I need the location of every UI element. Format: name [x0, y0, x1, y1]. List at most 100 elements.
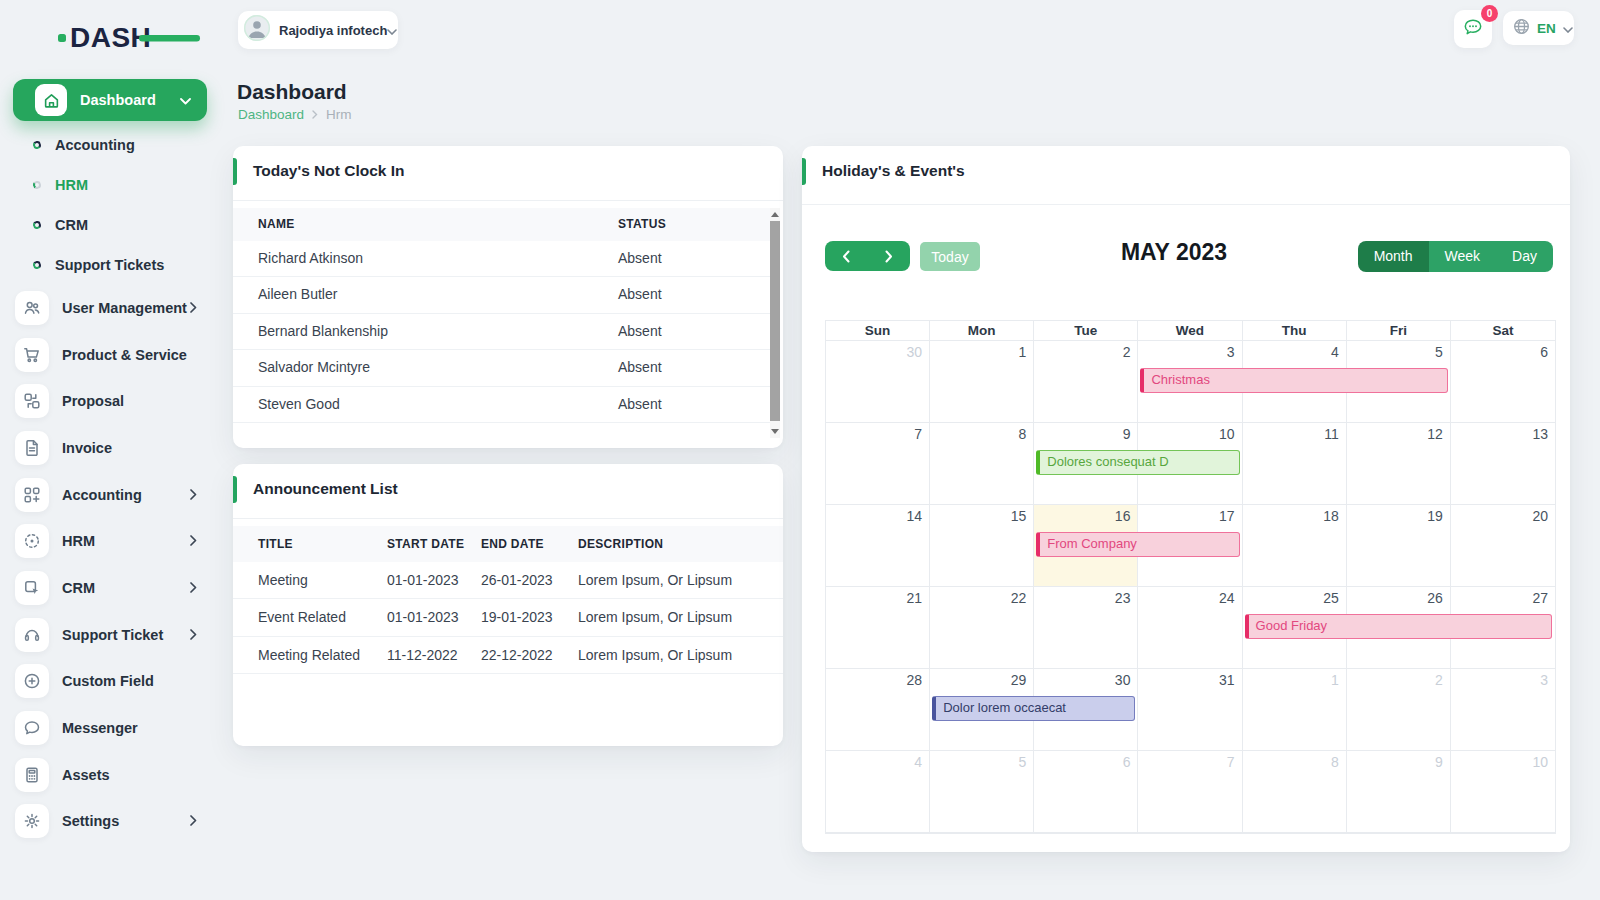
day-cell-adj-1[interactable]: 1 [1243, 669, 1347, 751]
category-icon [15, 478, 49, 512]
day-cell-may-18[interactable]: 18 [1243, 505, 1347, 587]
sidebar-item-accounting[interactable]: Accounting [13, 125, 207, 165]
day-cell-may-22[interactable]: 22 [930, 587, 1034, 669]
clockin-table-body: Richard AtkinsonAbsentAileen ButlerAbsen… [233, 241, 772, 423]
day-cell-adj-7[interactable]: 7 [1138, 751, 1242, 833]
day-cell-may-15[interactable]: 15 [930, 505, 1034, 587]
day-cell-may-19[interactable]: 19 [1347, 505, 1451, 587]
breadcrumb: Dashboard Hrm [238, 107, 352, 122]
chevron-right-icon [190, 299, 197, 317]
sidebar-item-settings[interactable]: Settings [13, 801, 207, 841]
day-cell-may-12[interactable]: 12 [1347, 423, 1451, 505]
sidebar-item-invoice[interactable]: Invoice [13, 428, 207, 468]
sidebar-item-hrm[interactable]: HRM [13, 165, 207, 205]
clockin-row: Steven GoodAbsent [233, 387, 772, 423]
weekday-wed: Wed [1138, 321, 1242, 341]
day-cell-adj-2[interactable]: 2 [1347, 669, 1451, 751]
column-header-status: STATUS [618, 208, 666, 241]
day-cell-may-11[interactable]: 11 [1243, 423, 1347, 505]
sidebar-item-proposal[interactable]: Proposal [13, 381, 207, 421]
end-date: 26-01-2023 [481, 562, 553, 598]
sidebar-item-user-management[interactable]: User Management [13, 288, 207, 328]
day-cell-may-8[interactable]: 8 [930, 423, 1034, 505]
sidebar-item-support-tickets[interactable]: Support Tickets [13, 245, 207, 285]
calendar-event[interactable]: Dolores consequat D [1036, 450, 1239, 475]
clockin-row: Bernard BlankenshipAbsent [233, 314, 772, 350]
table-header: NAME STATUS [233, 208, 772, 241]
day-cell-may-13[interactable]: 13 [1451, 423, 1555, 505]
messages-button[interactable]: 0 [1454, 10, 1492, 48]
scroll-up-icon[interactable] [771, 212, 779, 217]
day-cell-may-1[interactable]: 1 [930, 341, 1034, 423]
chevron-down-icon [180, 91, 191, 109]
chevron-right-icon [190, 486, 197, 504]
calendar-event[interactable]: Christmas [1140, 368, 1447, 393]
calendar-event[interactable]: From Company [1036, 532, 1239, 557]
column-header-end-date: END DATE [481, 526, 544, 562]
calendar-event[interactable]: Good Friday [1245, 614, 1552, 639]
sidebar-item-crm[interactable]: CRM [13, 205, 207, 245]
breadcrumb-separator-icon [312, 110, 318, 119]
language-selector[interactable]: EN [1503, 11, 1574, 45]
card-accent [802, 158, 806, 185]
scrollbar-thumb[interactable] [770, 221, 780, 421]
headset-icon [15, 618, 49, 652]
company-name: Rajodiya infotech [279, 23, 387, 38]
scrollbar[interactable] [770, 208, 780, 438]
status-value: Absent [618, 241, 662, 276]
day-cell-may-2[interactable]: 2 [1034, 341, 1138, 423]
day-cell-may-23[interactable]: 23 [1034, 587, 1138, 669]
day-cell-adj-3[interactable]: 3 [1451, 669, 1555, 751]
day-cell-adj-4[interactable]: 4 [826, 751, 930, 833]
prev-month-button[interactable] [825, 241, 868, 271]
weekday-tue: Tue [1034, 321, 1138, 341]
day-cell-may-28[interactable]: 28 [826, 669, 930, 751]
view-day-button[interactable]: Day [1496, 241, 1553, 272]
today-button[interactable]: Today [920, 242, 980, 271]
sidebar-item-accounting[interactable]: Accounting [13, 475, 207, 515]
day-cell-may-14[interactable]: 14 [826, 505, 930, 587]
day-cell-adj-8[interactable]: 8 [1243, 751, 1347, 833]
view-month-button[interactable]: Month [1358, 241, 1429, 272]
bullet-icon [32, 140, 41, 149]
sidebar-item-product-service[interactable]: Product & Service [13, 335, 207, 375]
day-cell-adj-6[interactable]: 6 [1034, 751, 1138, 833]
day-cell-adj-30[interactable]: 30 [826, 341, 930, 423]
day-cell-adj-9[interactable]: 9 [1347, 751, 1451, 833]
card-announcement-list: Announcement List TITLE START DATE END D… [233, 464, 783, 746]
day-cell-may-7[interactable]: 7 [826, 423, 930, 505]
employee-name: Richard Atkinson [258, 241, 363, 276]
day-cell-may-20[interactable]: 20 [1451, 505, 1555, 587]
sidebar-item-support-ticket[interactable]: Support Ticket [13, 615, 207, 655]
sidebar-item-dashboard[interactable]: Dashboard [13, 79, 207, 121]
day-cell-may-24[interactable]: 24 [1138, 587, 1242, 669]
divider [233, 200, 783, 201]
bullet-icon [32, 260, 41, 269]
card-title: Today's Not Clock In [253, 162, 405, 180]
sidebar-item-custom-field[interactable]: Custom Field [13, 661, 207, 701]
weekday-fri: Fri [1347, 321, 1451, 341]
calendar-month-title: MAY 2023 [1121, 239, 1227, 266]
view-week-button[interactable]: Week [1429, 241, 1497, 272]
calendar-event[interactable]: Dolor lorem occaecat [932, 696, 1135, 721]
card-title: Holiday's & Event's [822, 162, 965, 180]
employee-name: Salvador Mcintyre [258, 350, 370, 385]
sidebar-item-assets[interactable]: Assets [13, 755, 207, 795]
day-cell-adj-10[interactable]: 10 [1451, 751, 1555, 833]
day-cell-may-6[interactable]: 6 [1451, 341, 1555, 423]
scroll-down-icon[interactable] [771, 429, 779, 434]
sidebar-item-hrm[interactable]: HRM [13, 521, 207, 561]
next-month-button[interactable] [868, 241, 911, 271]
sidebar-item-messenger[interactable]: Messenger [13, 708, 207, 748]
breadcrumb-link-dashboard[interactable]: Dashboard [238, 107, 304, 122]
day-cell-may-21[interactable]: 21 [826, 587, 930, 669]
sidebar-item-crm[interactable]: CRM [13, 568, 207, 608]
weekday-thu: Thu [1243, 321, 1347, 341]
company-selector[interactable]: Rajodiya infotech [238, 11, 398, 49]
day-cell-may-31[interactable]: 31 [1138, 669, 1242, 751]
column-header-title: TITLE [258, 526, 293, 562]
announcement-title: Event Related [258, 599, 346, 635]
page-title: Dashboard [237, 80, 347, 104]
day-cell-adj-5[interactable]: 5 [930, 751, 1034, 833]
announcement-title: Meeting Related [258, 637, 360, 673]
